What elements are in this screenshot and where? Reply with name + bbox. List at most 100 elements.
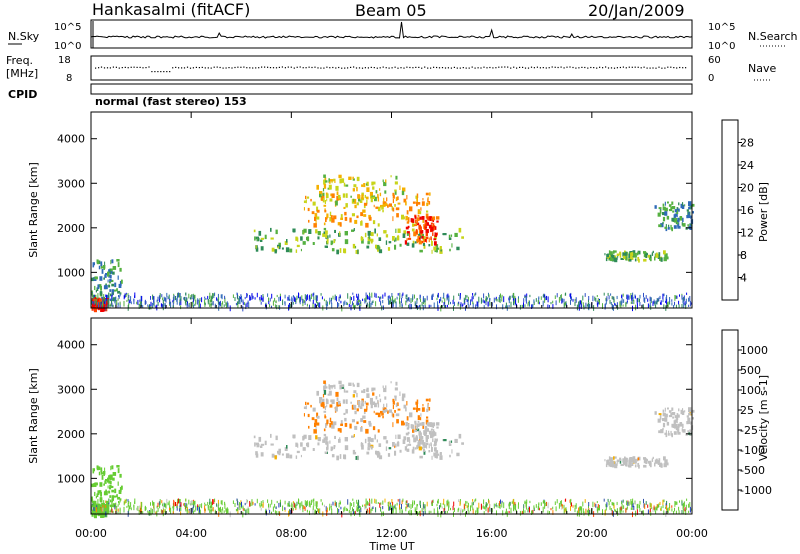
power-ground-cell — [565, 301, 567, 305]
power-ground-cell — [645, 295, 647, 299]
power-ground-cell — [666, 299, 668, 305]
velocity-scatter-cell — [260, 443, 265, 446]
power-ground-cell — [472, 295, 474, 300]
velocity-ground-cell — [495, 504, 497, 507]
power-scatter-cell — [325, 192, 328, 195]
velocity-scatter-cell — [325, 399, 329, 405]
velocity-ground-cell — [465, 500, 467, 506]
velocity-scatter-cell — [373, 401, 376, 404]
power-scatter-cell — [456, 246, 460, 251]
power-scatter-cell — [677, 217, 680, 223]
colorbar-tick-label: -500 — [740, 464, 765, 477]
velocity-scatter-cell — [385, 446, 388, 451]
power-scatter-cell — [111, 289, 115, 293]
velocity-scatter-cell — [655, 460, 659, 464]
velocity-ground-cell — [491, 508, 493, 513]
power-scatter-cell — [391, 206, 393, 211]
velocity-ground-cell — [262, 500, 264, 506]
velocity-ground-cell — [515, 504, 517, 511]
power-ground-cell — [352, 301, 353, 306]
power-scatter-cell — [665, 256, 669, 260]
velocity-ground-cell — [523, 508, 524, 515]
power-ground-cell — [353, 295, 355, 301]
power-ground-cell — [436, 297, 438, 301]
power-ground-cell — [162, 297, 164, 301]
power-ground-cell — [408, 299, 410, 302]
velocity-scatter-cell — [678, 408, 680, 412]
velocity-ground-cell — [460, 508, 462, 513]
power-ground-cell — [183, 297, 185, 300]
velocity-scatter-cell — [270, 443, 274, 446]
velocity-ground-cell — [626, 506, 628, 509]
freq-dot — [207, 67, 209, 69]
power-scatter-cell — [417, 235, 419, 240]
freq-dot — [622, 66, 624, 68]
power-scatter-cell — [386, 197, 388, 202]
velocity-scatter-cell — [414, 447, 417, 450]
power-scatter-cell — [688, 212, 690, 217]
power-scatter-cell — [407, 217, 410, 223]
freq-dot — [685, 67, 687, 69]
velocity-scatter-cell — [677, 423, 680, 429]
power-ground-cell — [256, 292, 258, 298]
y-tick-label: 3000 — [57, 177, 85, 190]
velocity-ground-cell — [302, 507, 304, 513]
velocity-scatter-cell — [319, 399, 322, 404]
freq-dot — [607, 67, 610, 69]
power-scatter-cell — [679, 216, 683, 221]
power-scatter-cell — [689, 215, 692, 219]
velocity-ground-cell — [221, 500, 223, 506]
power-ground-cell — [316, 295, 318, 301]
power-scatter-cell — [628, 258, 632, 262]
power-ground-cell — [523, 302, 524, 309]
velocity-ground-cell — [183, 503, 185, 506]
velocity-scatter-cell — [323, 380, 326, 384]
velocity-ground-cell — [347, 499, 349, 505]
velocity-ground-cell — [454, 507, 455, 512]
power-ground-cell — [199, 303, 201, 309]
velocity-ground-cell — [352, 498, 354, 501]
power-scatter-cell — [431, 218, 433, 222]
velocity-ground-cell — [675, 501, 677, 505]
power-scatter-cell — [372, 196, 375, 199]
velocity-ground-cell — [164, 509, 166, 513]
power-scatter-cell — [271, 247, 275, 252]
power-scatter-cell — [416, 202, 418, 207]
velocity-ground-cell — [331, 503, 332, 508]
power-ground-cell — [347, 293, 349, 299]
power-scatter-cell — [116, 288, 118, 291]
power-scatter-cell — [411, 243, 415, 248]
power-ground-cell — [284, 294, 286, 299]
freq-dot — [376, 67, 378, 69]
velocity-ground-cell — [379, 502, 381, 508]
freq-dot — [183, 67, 186, 69]
velocity-ground-cell — [159, 499, 161, 505]
velocity-scatter-cell — [614, 463, 618, 466]
power-ground-cell — [491, 302, 493, 307]
power-scatter-cell — [397, 202, 401, 205]
velocity-scatter-cell — [605, 463, 608, 468]
velocity-ground-cell — [466, 501, 468, 504]
colorbar-tick-label: 24 — [740, 159, 754, 172]
velocity-ground-cell — [443, 508, 445, 512]
power-scatter-cell — [325, 217, 327, 222]
power-ground-cell — [119, 301, 121, 305]
freq-dot — [424, 66, 426, 68]
power-ground-cell — [471, 296, 473, 302]
velocity-scatter-cell — [321, 399, 324, 404]
velocity-ground-cell — [211, 502, 213, 508]
velocity-ground-cell — [105, 500, 107, 504]
freq-dot — [616, 67, 618, 69]
velocity-ground-cell — [401, 511, 403, 515]
power-scatter-cell — [295, 236, 298, 241]
power-scatter-cell — [677, 225, 681, 229]
power-scatter-cell — [316, 184, 319, 190]
velocity-ground-cell — [374, 498, 376, 504]
velocity-ground-cell — [315, 509, 317, 515]
velocity-ground-cell — [130, 502, 132, 507]
power-ground-cell — [637, 297, 639, 303]
velocity-ground-cell — [358, 499, 359, 506]
power-scatter-cell — [344, 216, 348, 221]
velocity-ground-cell — [153, 508, 155, 512]
velocity-scatter-cell — [353, 404, 355, 408]
